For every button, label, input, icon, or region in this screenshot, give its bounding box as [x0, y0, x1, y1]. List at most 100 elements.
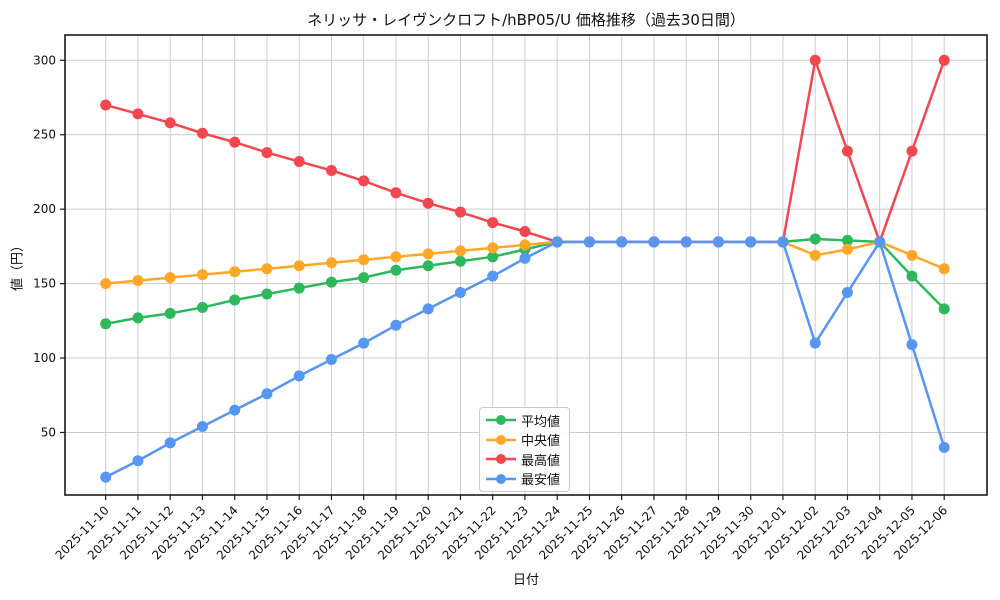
marker-min: [874, 236, 886, 248]
marker-min: [261, 388, 273, 400]
marker-median: [164, 272, 176, 284]
marker-min: [390, 319, 402, 331]
marker-average: [164, 307, 176, 319]
marker-max: [422, 197, 434, 209]
y-tick-label: 100: [33, 351, 56, 365]
marker-average: [809, 233, 821, 245]
marker-average: [229, 294, 241, 306]
marker-min: [583, 236, 595, 248]
marker-median: [358, 254, 370, 266]
marker-average: [938, 303, 950, 315]
marker-average: [100, 318, 112, 330]
marker-median: [196, 269, 208, 281]
y-tick-label: 200: [33, 202, 56, 216]
marker-median: [906, 249, 918, 261]
marker-max: [293, 156, 305, 168]
marker-max: [487, 217, 499, 229]
marker-max: [100, 99, 112, 111]
marker-average: [132, 312, 144, 324]
marker-min: [938, 441, 950, 453]
marker-min: [906, 339, 918, 351]
legend-item-max: 最高値: [486, 450, 563, 469]
marker-max: [390, 187, 402, 199]
marker-min: [325, 354, 337, 366]
axes-border: [64, 34, 988, 496]
marker-min: [196, 421, 208, 433]
marker-average: [196, 301, 208, 313]
marker-average: [906, 270, 918, 282]
marker-max: [358, 175, 370, 187]
marker-min: [648, 236, 660, 248]
marker-max: [229, 136, 241, 148]
marker-min: [616, 236, 628, 248]
legend-item-min: 最安値: [486, 469, 563, 488]
marker-min: [100, 471, 112, 483]
y-tick-label: 300: [33, 53, 56, 67]
legend-label-average: 平均値: [521, 414, 561, 430]
legend-label-median: 中央値: [521, 434, 561, 450]
marker-median: [454, 245, 466, 257]
legend-item-median: 中央値: [486, 430, 563, 449]
marker-min: [680, 236, 692, 248]
marker-min: [132, 455, 144, 467]
marker-max: [938, 54, 950, 66]
marker-min: [712, 236, 724, 248]
marker-max: [809, 54, 821, 66]
marker-average: [390, 264, 402, 276]
marker-max: [132, 108, 144, 120]
marker-max: [325, 164, 337, 176]
x-axis-label: 日付: [512, 573, 539, 588]
marker-median: [261, 263, 273, 275]
marker-median: [100, 278, 112, 290]
y-axis-label: 値（円）: [10, 238, 26, 292]
marker-min: [777, 236, 789, 248]
marker-median: [325, 257, 337, 269]
marker-min: [551, 236, 563, 248]
legend-marker-median: [486, 434, 516, 445]
marker-average: [841, 234, 853, 246]
marker-average: [261, 288, 273, 300]
marker-average: [487, 251, 499, 263]
marker-max: [841, 145, 853, 157]
marker-min: [841, 287, 853, 299]
marker-min: [487, 270, 499, 282]
marker-max: [906, 145, 918, 157]
marker-average: [325, 276, 337, 288]
marker-min: [358, 337, 370, 349]
y-tick-label: 150: [33, 277, 56, 291]
legend-marker-average: [486, 415, 516, 426]
legend-item-average: 平均値: [486, 411, 563, 430]
legend-label-min: 最安値: [521, 473, 561, 489]
marker-min: [745, 236, 757, 248]
marker-max: [261, 147, 273, 159]
marker-median: [229, 266, 241, 278]
marker-median: [841, 243, 853, 255]
marker-median: [422, 248, 434, 260]
marker-median: [293, 260, 305, 272]
marker-max: [454, 206, 466, 218]
chart-title: ネリッサ・レイヴンクロフト/hBP05/U 価格推移（過去30日間）: [307, 11, 745, 29]
legend-marker-max: [486, 454, 516, 465]
marker-average: [358, 272, 370, 284]
marker-max: [164, 117, 176, 129]
marker-average: [454, 255, 466, 267]
marker-max: [519, 226, 531, 238]
y-tick-label: 50: [41, 425, 56, 439]
marker-min: [809, 337, 821, 349]
marker-median: [519, 239, 531, 251]
marker-average: [293, 282, 305, 294]
marker-median: [390, 251, 402, 263]
marker-median: [809, 249, 821, 261]
marker-median: [132, 275, 144, 287]
marker-max: [196, 127, 208, 139]
y-tick-label: 250: [33, 128, 56, 142]
marker-min: [229, 404, 241, 416]
legend-marker-min: [486, 473, 516, 484]
marker-min: [164, 437, 176, 449]
marker-average: [422, 260, 434, 272]
marker-min: [422, 303, 434, 315]
marker-min: [293, 370, 305, 382]
marker-min: [454, 287, 466, 299]
